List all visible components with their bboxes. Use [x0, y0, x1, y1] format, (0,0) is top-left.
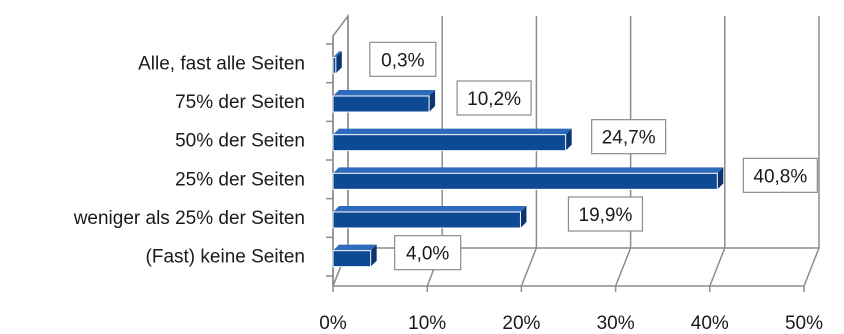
floor-line-3	[614, 247, 632, 287]
data-label-2: 24,7%	[591, 119, 667, 155]
bar-front-face	[332, 172, 718, 190]
bar-top-face	[333, 51, 342, 58]
tick-label-2: 20%	[502, 313, 540, 334]
data-label-box	[567, 196, 644, 232]
bar-front-face	[332, 56, 337, 74]
bar-2	[332, 128, 572, 152]
data-label-box	[456, 80, 532, 116]
category-axis: Alle, fast alle Seiten 75% der Seiten 50% …	[73, 53, 305, 267]
bar-end-face	[565, 128, 572, 151]
data-label-4: 19,9%	[567, 196, 644, 232]
tick-label-5: 50%	[785, 313, 823, 334]
floor-line-2	[520, 247, 538, 287]
data-label-text: 0,3%	[381, 50, 424, 71]
data-label-text: 19,9%	[579, 205, 633, 226]
bar-5	[332, 244, 377, 268]
data-label-box	[394, 235, 462, 271]
bar-top-face	[333, 244, 377, 251]
category-label-5: (Fast) keine Seiten	[146, 247, 305, 268]
bar-3	[332, 167, 724, 190]
bar-1	[332, 90, 436, 113]
data-label-text: 24,7%	[602, 128, 656, 149]
category-label-1: 75% der Seiten	[175, 92, 305, 113]
bar-end-face	[335, 51, 342, 74]
tick-label-3: 30%	[597, 313, 635, 334]
floor-line-4	[709, 247, 726, 287]
bar-end-face	[429, 90, 436, 112]
bar-top-face	[333, 206, 527, 212]
bar-front-face	[332, 134, 567, 152]
data-label-text: 40,8%	[753, 166, 807, 187]
floor-line-5	[803, 247, 820, 287]
bar-series	[332, 51, 724, 268]
data-label-text: 4,0%	[406, 244, 449, 265]
bar-0	[332, 51, 342, 74]
bar-top-face	[333, 90, 436, 96]
bar-end-face	[370, 244, 377, 267]
bar-end-face	[717, 167, 724, 190]
bar-front-face	[332, 211, 521, 229]
category-label-0: Alle, fast alle Seiten	[138, 53, 305, 74]
bar-top-face	[333, 128, 572, 135]
data-label-box	[369, 41, 437, 77]
tick-label-0: 0%	[319, 313, 347, 334]
data-labels: 0,3% 10,2% 24,7% 40,8% 19,9% 4,0%	[369, 41, 818, 271]
bar-front-face	[332, 250, 372, 268]
bar-front-face	[332, 95, 430, 113]
data-label-5: 4,0%	[394, 235, 462, 271]
tick-label-4: 40%	[691, 313, 729, 334]
bar-end-face	[520, 206, 527, 228]
category-label-2: 50% der Seiten	[175, 131, 305, 152]
data-label-box	[591, 119, 667, 155]
data-label-0: 0,3%	[369, 41, 437, 77]
category-label-3: 25% der Seiten	[175, 169, 305, 190]
data-label-3: 40,8%	[742, 157, 818, 193]
bar-4	[332, 206, 527, 229]
bar-top-face	[333, 167, 724, 174]
data-label-text: 10,2%	[467, 89, 521, 110]
data-label-1: 10,2%	[456, 80, 532, 116]
category-label-4: weniger als 25% der Seiten	[73, 208, 305, 229]
data-label-box	[742, 157, 818, 193]
tick-label-1: 10%	[408, 313, 446, 334]
value-axis: 0% 10% 20% 30% 40% 50%	[319, 313, 823, 334]
